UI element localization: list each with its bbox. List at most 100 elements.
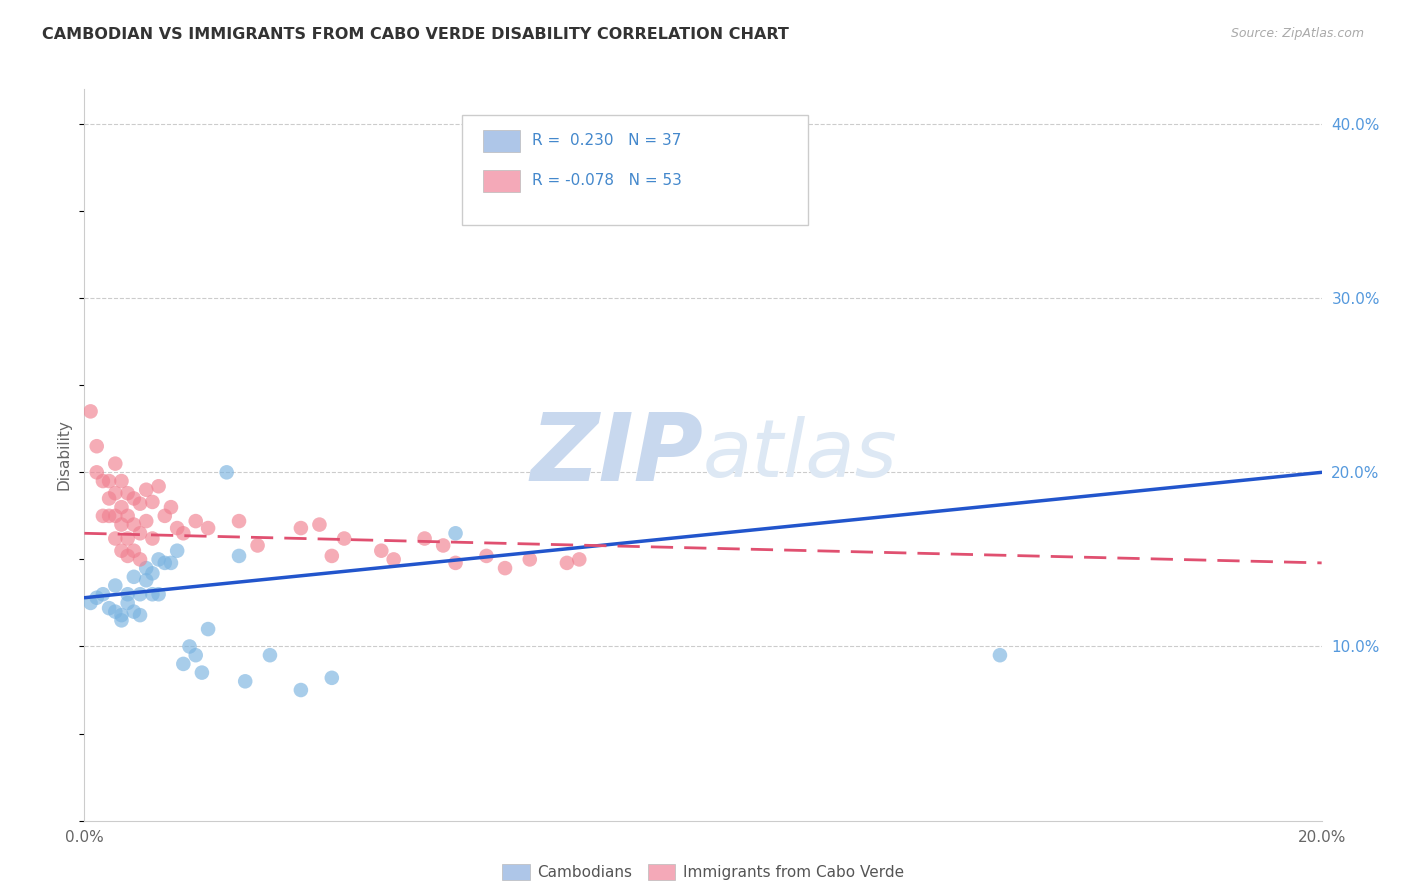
Point	[104, 532, 127, 546]
Point	[259, 648, 281, 663]
Point	[321, 671, 343, 685]
Point	[321, 549, 343, 563]
Point	[129, 552, 152, 566]
Point	[153, 508, 176, 523]
FancyBboxPatch shape	[482, 130, 520, 153]
Point	[308, 517, 330, 532]
Point	[91, 587, 114, 601]
Text: Source: ZipAtlas.com: Source: ZipAtlas.com	[1230, 27, 1364, 40]
Point	[110, 474, 132, 488]
Point	[129, 608, 152, 623]
Point	[166, 543, 188, 558]
Point	[110, 517, 132, 532]
Point	[184, 648, 207, 663]
Point	[141, 587, 163, 601]
Point	[494, 561, 516, 575]
Point	[153, 556, 176, 570]
Point	[104, 578, 127, 592]
Point	[104, 457, 127, 471]
Point	[110, 500, 132, 515]
Point	[98, 474, 121, 488]
Point	[86, 439, 108, 453]
Point	[160, 500, 183, 515]
Point	[179, 640, 201, 654]
Point	[141, 532, 163, 546]
Legend: Cambodians, Immigrants from Cabo Verde: Cambodians, Immigrants from Cabo Verde	[496, 858, 910, 886]
Text: R = -0.078   N = 53: R = -0.078 N = 53	[533, 173, 682, 188]
Point	[444, 526, 467, 541]
Point	[432, 539, 454, 553]
Text: ZIP: ZIP	[530, 409, 703, 501]
Point	[382, 552, 405, 566]
Point	[172, 657, 194, 671]
Point	[129, 497, 152, 511]
Point	[110, 613, 132, 627]
Point	[117, 549, 139, 563]
Point	[148, 587, 170, 601]
Point	[333, 532, 356, 546]
Point	[233, 674, 256, 689]
Point	[988, 648, 1011, 663]
Point	[661, 186, 683, 201]
Point	[413, 532, 436, 546]
Point	[117, 486, 139, 500]
Point	[290, 521, 312, 535]
Point	[98, 508, 121, 523]
FancyBboxPatch shape	[482, 170, 520, 193]
Point	[104, 508, 127, 523]
Point	[110, 543, 132, 558]
Point	[86, 466, 108, 480]
Point	[117, 587, 139, 601]
Text: CAMBODIAN VS IMMIGRANTS FROM CABO VERDE DISABILITY CORRELATION CHART: CAMBODIAN VS IMMIGRANTS FROM CABO VERDE …	[42, 27, 789, 42]
Point	[197, 622, 219, 636]
Point	[191, 665, 214, 680]
Point	[110, 608, 132, 623]
Point	[228, 514, 250, 528]
Point	[135, 483, 157, 497]
Point	[519, 552, 541, 566]
Point	[129, 526, 152, 541]
Point	[117, 596, 139, 610]
Point	[122, 570, 145, 584]
Point	[197, 521, 219, 535]
Point	[555, 556, 578, 570]
Point	[117, 508, 139, 523]
Y-axis label: Disability: Disability	[56, 419, 72, 491]
Point	[122, 543, 145, 558]
Point	[79, 404, 101, 418]
Point	[122, 517, 145, 532]
Point	[79, 596, 101, 610]
Point	[98, 491, 121, 506]
Text: atlas: atlas	[703, 416, 898, 494]
Point	[135, 574, 157, 588]
Point	[135, 561, 157, 575]
Text: R =  0.230   N = 37: R = 0.230 N = 37	[533, 133, 682, 148]
Point	[98, 601, 121, 615]
Point	[86, 591, 108, 605]
Point	[228, 549, 250, 563]
Point	[91, 508, 114, 523]
Point	[246, 539, 269, 553]
Point	[135, 514, 157, 528]
Point	[91, 474, 114, 488]
Point	[122, 605, 145, 619]
Point	[141, 495, 163, 509]
Point	[172, 526, 194, 541]
Point	[141, 566, 163, 581]
Point	[160, 556, 183, 570]
Point	[215, 466, 238, 480]
Point	[122, 491, 145, 506]
Point	[444, 556, 467, 570]
FancyBboxPatch shape	[461, 115, 808, 225]
Point	[104, 486, 127, 500]
Point	[568, 552, 591, 566]
Point	[148, 552, 170, 566]
Point	[104, 605, 127, 619]
Point	[129, 587, 152, 601]
Point	[475, 549, 498, 563]
Point	[148, 479, 170, 493]
Point	[166, 521, 188, 535]
Point	[370, 543, 392, 558]
Point	[184, 514, 207, 528]
Point	[290, 683, 312, 698]
